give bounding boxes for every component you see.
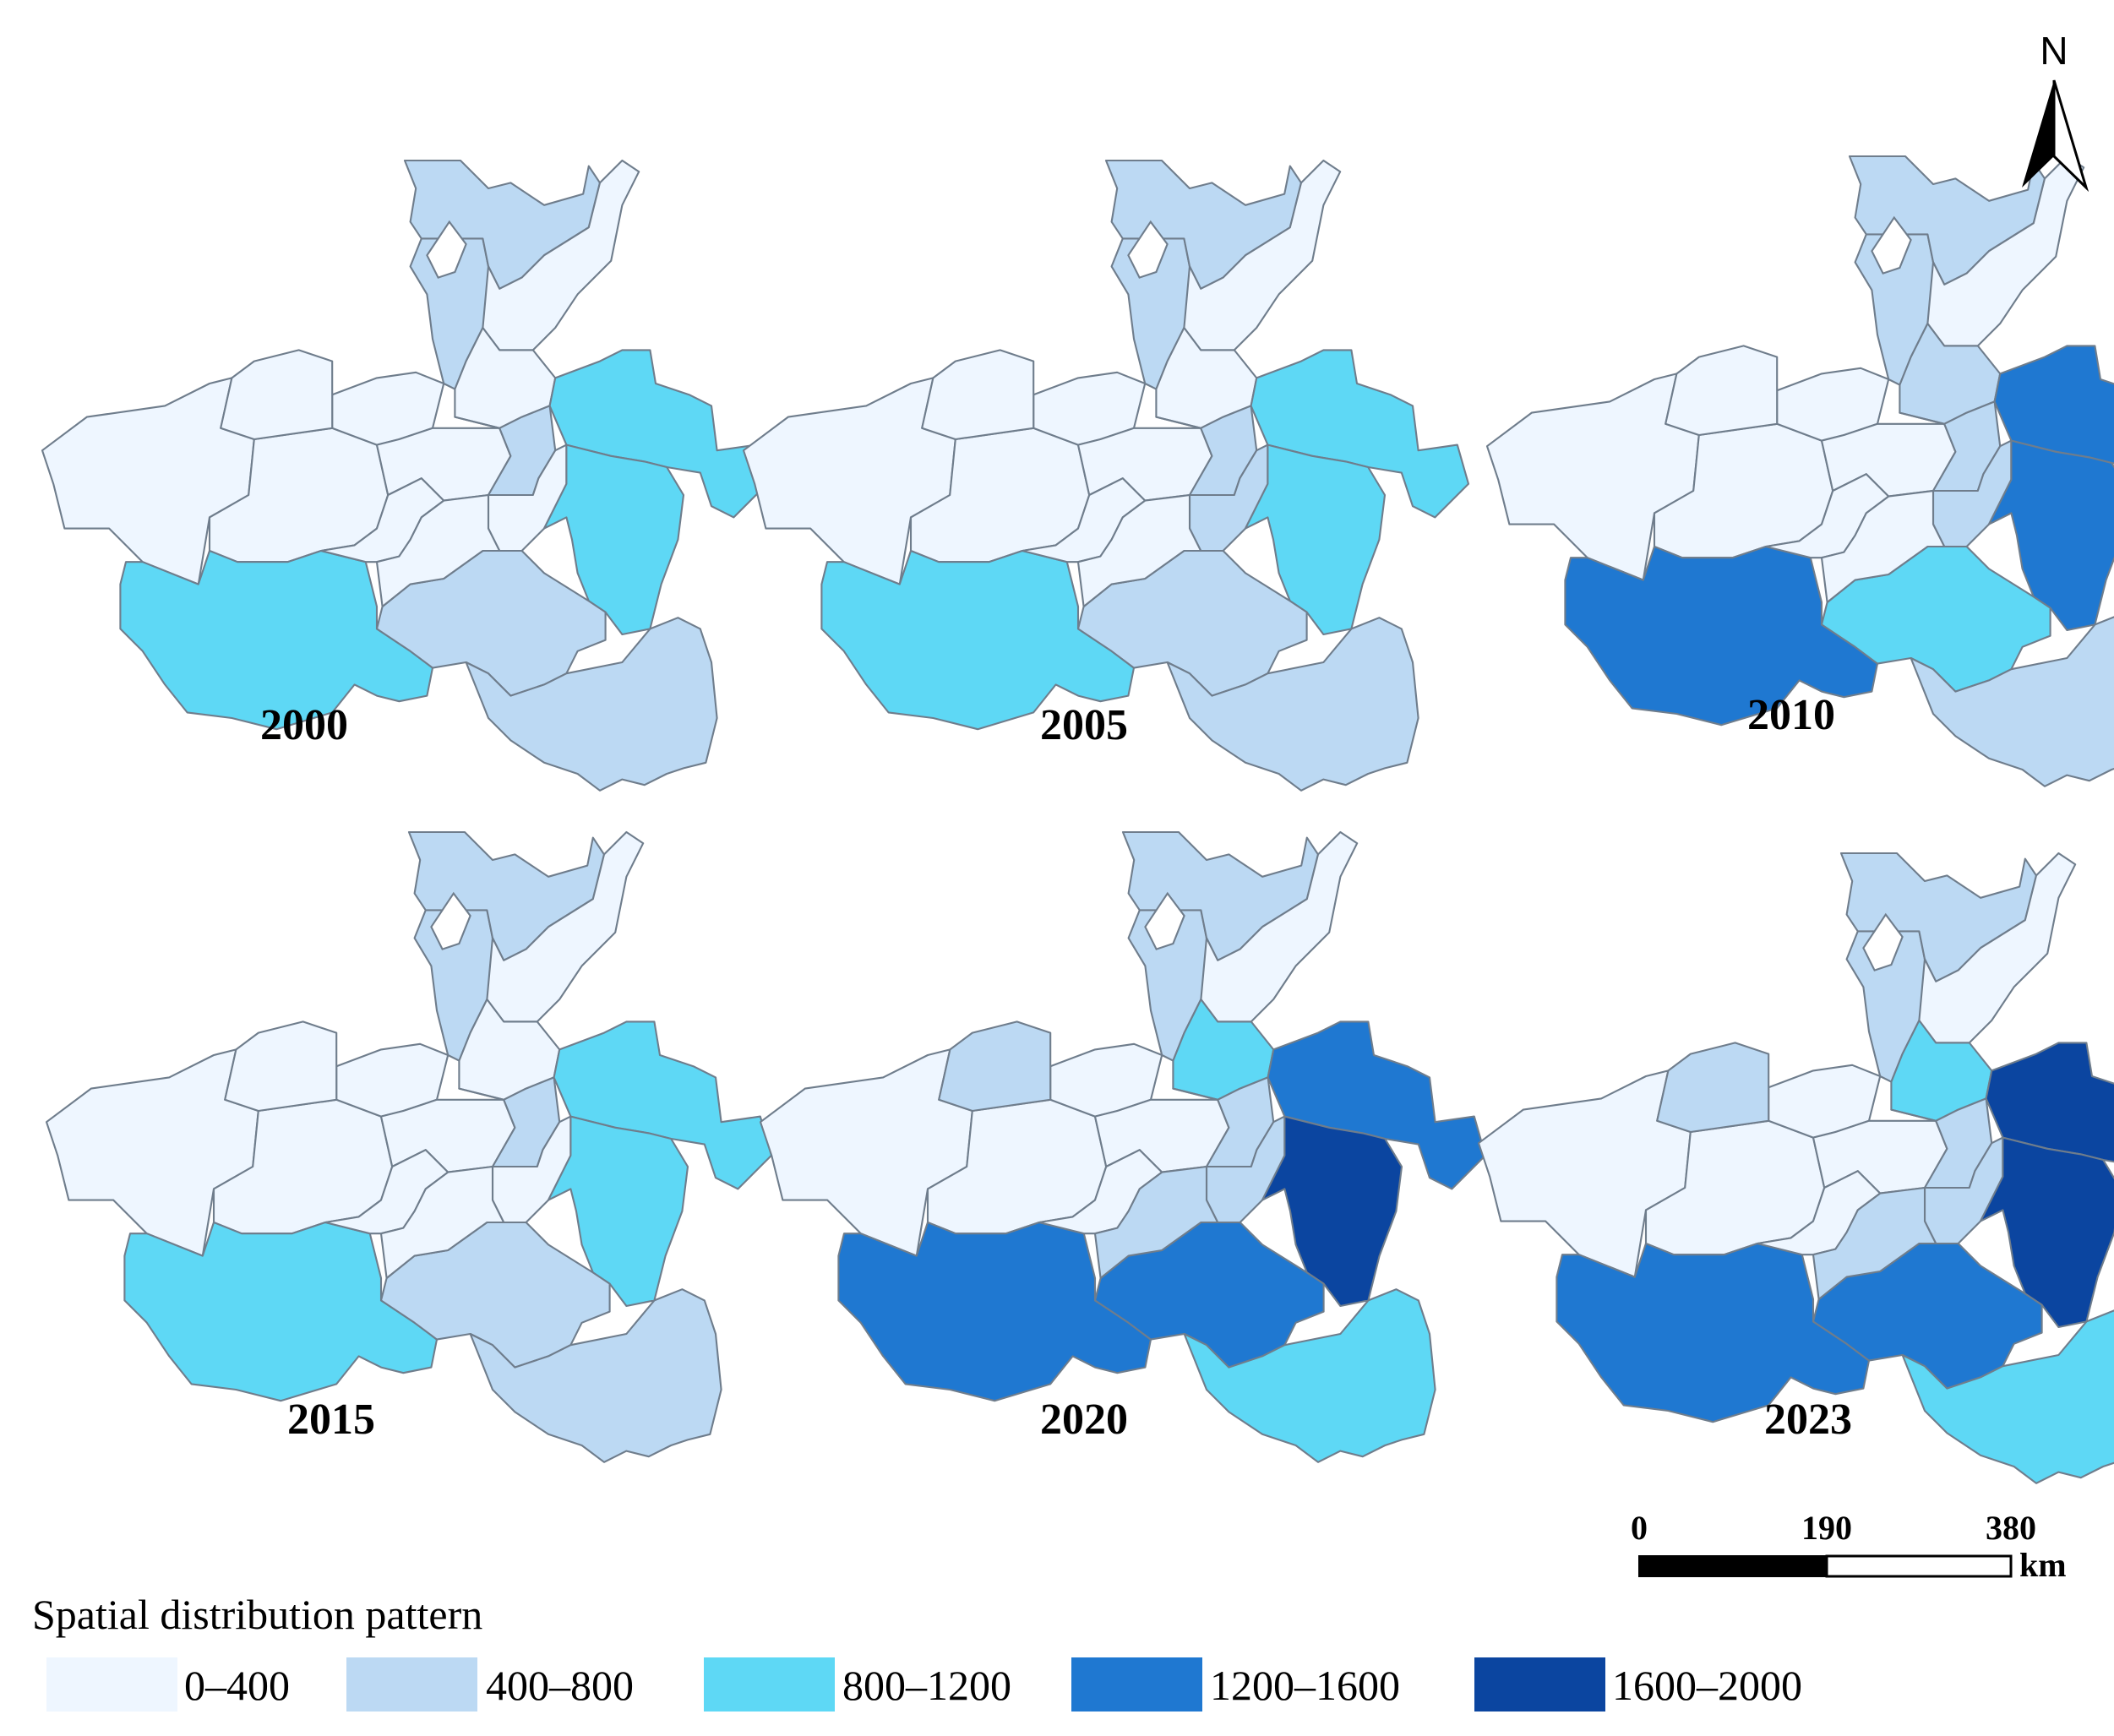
legend-label-2: 800–1200 bbox=[842, 1662, 1011, 1709]
region-18-2010 bbox=[1820, 489, 1946, 604]
map-enclave-2010 bbox=[1871, 215, 1912, 275]
legend-label-0: 0–400 bbox=[184, 1662, 290, 1709]
map-panel-2023 bbox=[1477, 852, 2114, 1484]
region-13-2015 bbox=[547, 1115, 689, 1308]
region-18-2020 bbox=[1093, 1165, 1219, 1280]
region-18-2005 bbox=[1076, 493, 1202, 608]
legend-swatch-4 bbox=[1474, 1657, 1605, 1712]
legend: Spatial distribution pattern 0–400 400–8… bbox=[32, 1591, 1802, 1712]
region-13-2010 bbox=[1987, 439, 2114, 632]
region-14-2023 bbox=[1556, 1242, 1871, 1423]
region-13-2023 bbox=[1979, 1136, 2114, 1329]
scale-unit: km bbox=[2019, 1546, 2067, 1584]
region-16-2015 bbox=[469, 1288, 722, 1463]
legend-swatch-3 bbox=[1071, 1657, 1202, 1712]
region-14-2005 bbox=[820, 549, 1136, 731]
map-panels bbox=[41, 155, 2114, 1484]
map-panel-2015 bbox=[45, 830, 773, 1463]
legend-swatch-2 bbox=[704, 1657, 835, 1712]
region-4-2005 bbox=[921, 349, 1035, 441]
legend-label-3: 1200–1600 bbox=[1210, 1662, 1400, 1709]
map-panel-2010 bbox=[1485, 155, 2114, 787]
legend-title: Spatial distribution pattern bbox=[32, 1591, 482, 1638]
map-enclave-2020 bbox=[1144, 891, 1185, 950]
region-13-2005 bbox=[1244, 444, 1387, 636]
year-label-2005: 2005 bbox=[1040, 701, 1128, 749]
scale-segment-black bbox=[1638, 1555, 1828, 1577]
map-enclave-2015 bbox=[430, 891, 471, 950]
north-arrow-left-half bbox=[2022, 80, 2054, 188]
legend-swatch-0 bbox=[46, 1657, 177, 1712]
region-4-2010 bbox=[1665, 345, 1779, 437]
map-panel-2000 bbox=[41, 159, 769, 792]
map-enclave-2000 bbox=[426, 220, 467, 279]
region-18-2000 bbox=[375, 493, 501, 608]
map-panel-2020 bbox=[759, 830, 1487, 1463]
legend-label-1: 400–800 bbox=[486, 1662, 634, 1709]
region-18-2023 bbox=[1812, 1186, 1937, 1301]
region-4-2023 bbox=[1656, 1042, 1770, 1134]
north-arrow: N bbox=[2022, 29, 2089, 193]
north-arrow-right-half bbox=[2052, 79, 2089, 193]
region-14-2010 bbox=[1564, 545, 1879, 727]
scale-bar: 0 190 380 km bbox=[1631, 1509, 2067, 1584]
year-label-2000: 2000 bbox=[260, 701, 348, 749]
region-18-2015 bbox=[379, 1165, 505, 1280]
region-14-2000 bbox=[119, 549, 434, 731]
year-label-2020: 2020 bbox=[1040, 1396, 1128, 1444]
region-16-2000 bbox=[465, 617, 718, 792]
map-panel-2005 bbox=[742, 159, 1470, 792]
year-label-2010: 2010 bbox=[1747, 691, 1835, 739]
region-13-2020 bbox=[1261, 1115, 1403, 1308]
scale-tick-380: 380 bbox=[1986, 1509, 2036, 1547]
region-14-2020 bbox=[837, 1221, 1152, 1402]
legend-label-4: 1600–2000 bbox=[1612, 1662, 1802, 1709]
region-14-2015 bbox=[123, 1221, 439, 1402]
north-label: N bbox=[2040, 29, 2068, 73]
region-4-2000 bbox=[220, 349, 334, 441]
legend-swatch-1 bbox=[346, 1657, 477, 1712]
map-enclave-2005 bbox=[1127, 220, 1169, 279]
year-label-2023: 2023 bbox=[1764, 1396, 1852, 1444]
region-16-2005 bbox=[1166, 617, 1419, 792]
scale-tick-0: 0 bbox=[1631, 1509, 1648, 1547]
map-enclave-2023 bbox=[1862, 912, 1904, 971]
region-4-2015 bbox=[224, 1020, 338, 1113]
region-13-2000 bbox=[542, 444, 685, 636]
region-16-2010 bbox=[1910, 616, 2114, 787]
region-4-2020 bbox=[938, 1020, 1052, 1113]
scale-tick-190: 190 bbox=[1801, 1509, 1852, 1547]
region-16-2023 bbox=[1901, 1309, 2114, 1484]
scale-segment-white bbox=[1825, 1554, 2013, 1578]
year-label-2015: 2015 bbox=[287, 1396, 375, 1444]
region-16-2020 bbox=[1183, 1288, 1436, 1463]
